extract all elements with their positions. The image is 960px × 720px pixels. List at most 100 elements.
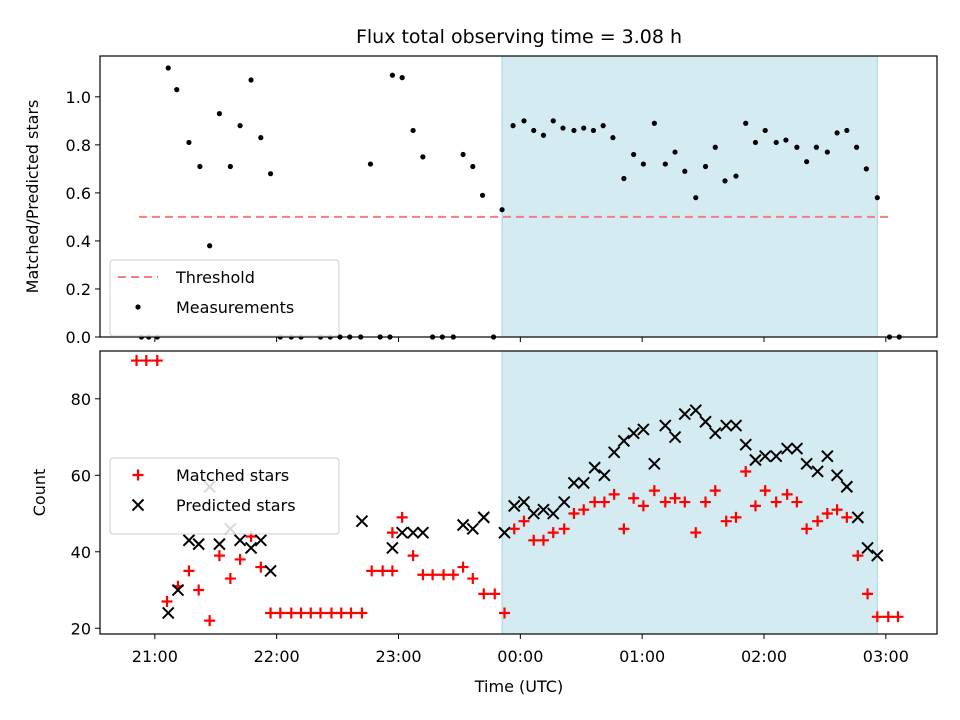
data-point [161, 595, 173, 607]
data-point [682, 168, 688, 174]
x-tick-label: 02:00 [741, 647, 787, 666]
data-point [479, 192, 486, 198]
data-point [264, 564, 277, 578]
data-point [182, 534, 196, 547]
legend-label: Predicted stars [176, 496, 296, 515]
data-point [174, 87, 180, 93]
data-point [407, 550, 419, 562]
data-point [689, 404, 702, 417]
data-point [399, 75, 405, 81]
data-point [389, 72, 396, 78]
legend-swatch [135, 304, 141, 310]
data-point [740, 465, 752, 477]
data-point [386, 541, 399, 555]
chart-title: Flux total observing time = 3.08 h [356, 26, 682, 48]
data-point [749, 500, 761, 512]
data-point [478, 588, 490, 600]
y-axis-label: Count [30, 469, 49, 517]
data-point [192, 537, 205, 551]
data-point [560, 125, 566, 131]
data-point [537, 503, 550, 516]
data-point [821, 508, 833, 520]
observing-window-span [501, 350, 878, 635]
data-point [598, 496, 610, 508]
data-point [729, 419, 743, 432]
y-tick-label: 80 [71, 390, 91, 409]
data-point [769, 449, 783, 463]
data-point [783, 137, 789, 143]
data-point [499, 207, 505, 213]
y-tick-label: 0.6 [66, 184, 91, 203]
data-point [547, 507, 560, 520]
data-point [171, 583, 185, 597]
data-point [892, 611, 904, 623]
data-point [325, 607, 337, 619]
data-point [679, 496, 691, 508]
data-point [668, 430, 682, 444]
data-point [460, 151, 466, 158]
data-point [581, 125, 587, 131]
data-point [234, 553, 246, 565]
data-point [678, 407, 692, 421]
data-point [151, 355, 163, 367]
data-point [477, 511, 490, 524]
data-point [557, 495, 571, 509]
x-tick-label: 23:00 [375, 647, 421, 666]
data-point [648, 485, 660, 497]
data-point [773, 139, 779, 146]
data-point [720, 419, 733, 432]
data-point [396, 511, 408, 523]
data-point [267, 171, 274, 177]
data-point [498, 526, 511, 539]
data-point [627, 427, 640, 440]
data-point [237, 123, 243, 129]
data-point [244, 541, 258, 555]
data-point [517, 495, 531, 509]
data-point [254, 534, 268, 547]
data-point [830, 469, 844, 482]
data-point [568, 508, 580, 520]
data-point [207, 243, 213, 249]
data-point [274, 607, 286, 619]
data-point [672, 149, 678, 155]
data-point [834, 130, 840, 136]
data-point [590, 127, 597, 134]
data-point [617, 434, 631, 448]
series-measurements [138, 65, 902, 340]
y-tick-label: 0.2 [66, 280, 91, 299]
y-tick-label: 0.0 [66, 328, 91, 347]
data-point [804, 159, 810, 165]
data-point [531, 127, 537, 134]
legend-label: Threshold [175, 268, 255, 287]
data-point [693, 195, 699, 201]
data-point [781, 488, 793, 500]
data-point [140, 355, 152, 367]
data-point [386, 527, 398, 539]
legend-box [109, 259, 340, 337]
data-point [637, 500, 649, 512]
data-point [577, 476, 590, 490]
data-point [550, 118, 556, 124]
y-axis-label: Matched/Predicted stars [23, 100, 42, 294]
data-point [659, 496, 671, 508]
data-point [733, 173, 739, 179]
data-point [631, 151, 637, 158]
data-point [700, 496, 712, 508]
data-point [467, 573, 479, 585]
data-point [204, 615, 216, 627]
data-point [417, 569, 429, 581]
data-point [420, 154, 426, 160]
legend-label: Measurements [176, 298, 294, 317]
data-point [702, 163, 709, 170]
data-point [853, 144, 860, 150]
data-point [762, 127, 768, 134]
data-point [720, 515, 732, 527]
y-tick-label: 0.4 [66, 232, 91, 251]
y-tick-label: 1.0 [66, 88, 91, 107]
data-point [709, 427, 722, 440]
legend: Matched stars Predicted stars [109, 457, 340, 535]
data-point [224, 573, 236, 585]
data-point [335, 607, 347, 619]
data-point [709, 485, 721, 497]
